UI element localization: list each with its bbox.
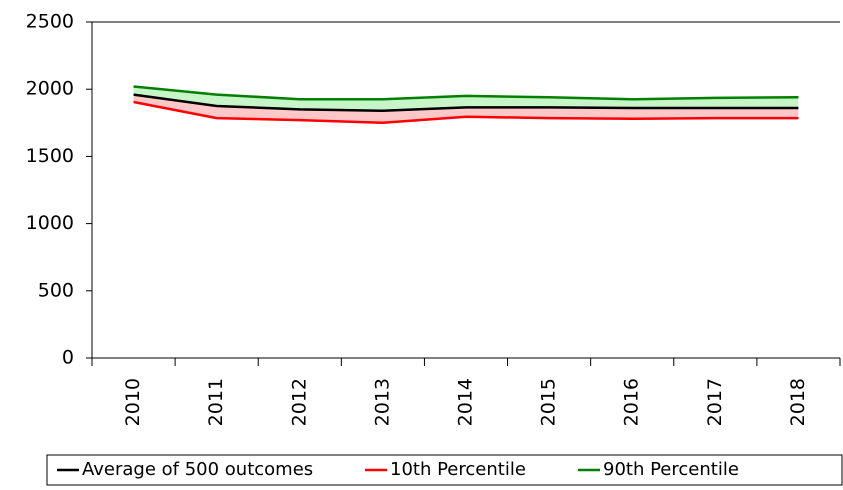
legend: Average of 500 outcomes 10th Percentile 90… — [46, 454, 843, 486]
y-tick-label: 1500 — [26, 145, 74, 167]
x-tick-label: 2016 — [621, 378, 643, 426]
x-tick-label: 2010 — [122, 378, 144, 426]
x-tick-label: 2011 — [205, 378, 227, 426]
band-high — [133, 86, 799, 111]
legend-label: Average of 500 outcomes — [82, 459, 313, 480]
band-low — [133, 94, 799, 123]
series-line — [133, 85, 799, 101]
y-tick-label: 500 — [38, 279, 74, 301]
x-tick-label: 2015 — [538, 378, 560, 426]
legend-box — [46, 454, 843, 486]
series-line — [133, 93, 799, 112]
legend-label: 10th Percentile — [390, 459, 526, 480]
x-tick-label: 2012 — [288, 378, 310, 426]
y-tick-label: 1000 — [26, 212, 74, 234]
x-tick-label: 2014 — [455, 378, 477, 426]
y-tick-label: 2000 — [26, 78, 74, 100]
x-tick-label: 2013 — [371, 378, 393, 426]
legend-label: 90th Percentile — [603, 459, 739, 480]
x-tick-label: 2018 — [787, 378, 809, 426]
x-tick-label: 2017 — [704, 378, 726, 426]
y-tick-label: 0 — [62, 347, 74, 369]
series-line — [133, 100, 799, 125]
y-tick-label: 2500 — [26, 11, 74, 33]
